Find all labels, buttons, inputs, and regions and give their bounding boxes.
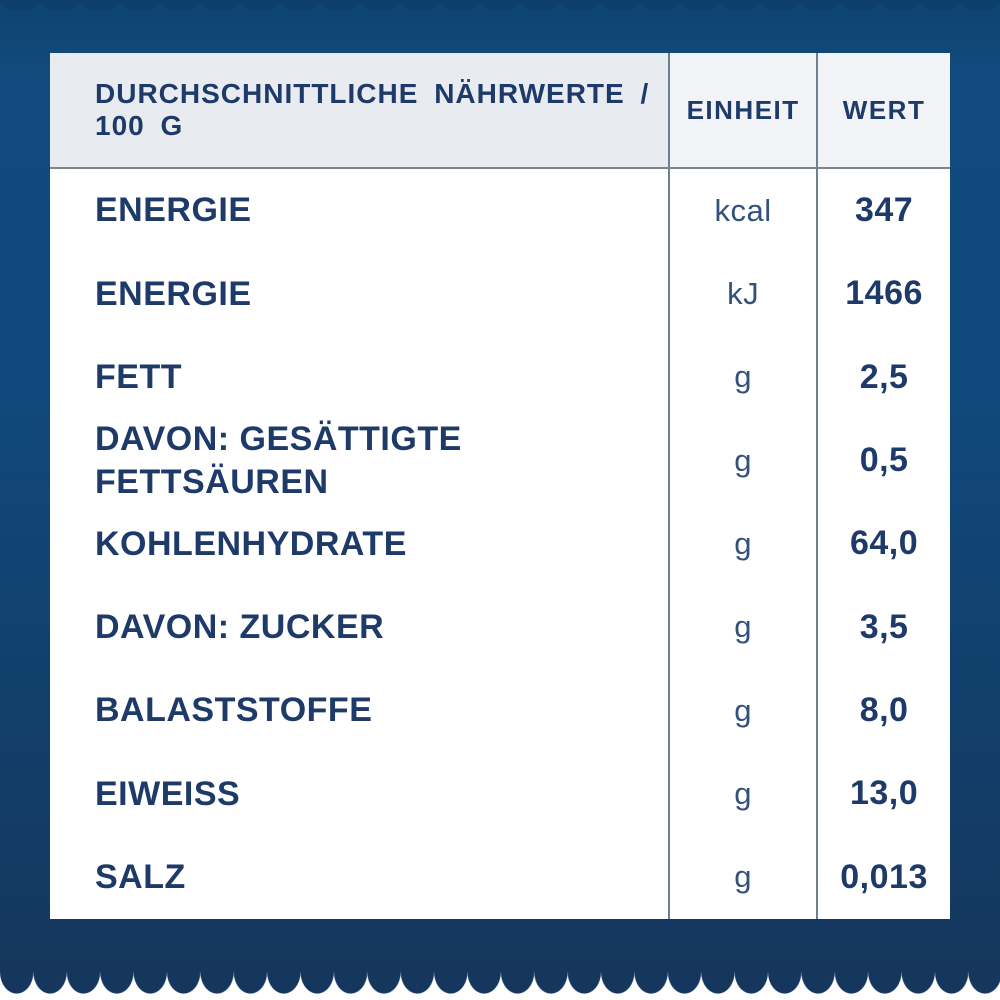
value-cell: 0,013 <box>818 836 950 919</box>
table-row: ENERGIE kJ 1466 <box>50 252 950 336</box>
unit-cell: kcal <box>670 169 819 253</box>
nutrient-cell: KOHLENHYDRATE <box>50 502 671 586</box>
nutrient-cell: FETT <box>50 335 671 419</box>
unit-cell: g <box>670 752 819 836</box>
table-row: BALASTSTOFFE g 8,0 <box>50 668 950 753</box>
nutrient-cell: EIWEISS <box>50 752 671 836</box>
nutrient-cell: ENERGIE <box>50 169 671 253</box>
amount-value: 0,5 <box>859 441 909 480</box>
value-cell: 347 <box>818 169 950 252</box>
nutrient-name: BALASTSTOFFE <box>95 691 373 730</box>
value-cell: 0,5 <box>818 419 950 502</box>
table-row: KOHLENHYDRATE g 64,0 <box>50 502 950 586</box>
amount-value: 13,0 <box>849 774 919 813</box>
table-row: EIWEISS g 13,0 <box>50 752 950 836</box>
unit-cell: kJ <box>670 252 819 336</box>
header-label-value: WERT <box>842 94 926 125</box>
amount-value: 2,5 <box>859 357 909 396</box>
unit-value: kcal <box>714 192 772 228</box>
unit-value: g <box>734 525 752 561</box>
nutrient-name: DAVON: ZUCKER <box>95 608 385 647</box>
value-cell: 1466 <box>818 252 950 335</box>
amount-value: 8,0 <box>859 691 909 730</box>
nutrient-name: SALZ <box>95 858 186 897</box>
unit-value: g <box>734 359 752 395</box>
unit-cell: g <box>670 585 819 669</box>
nutrient-name: ENERGIE <box>95 274 252 313</box>
header-label-nutrients: DURCHSCHNITTLICHE NÄHRWERTE / 100 G <box>95 78 650 141</box>
nutrition-table: DURCHSCHNITTLICHE NÄHRWERTE / 100 G EINH… <box>50 53 950 919</box>
value-cell: 3,5 <box>818 586 950 669</box>
header-cell-unit: EINHEIT <box>670 53 819 167</box>
header-label-unit: EINHEIT <box>686 94 800 125</box>
nutrient-name: DAVON: GESÄTTIGTE FETTSÄUREN <box>95 420 462 501</box>
header-cell-value: WERT <box>818 53 950 167</box>
amount-value: 1466 <box>845 274 923 313</box>
unit-value: g <box>734 442 752 478</box>
table-row: ENERGIE kcal 347 <box>50 169 950 253</box>
nutrient-name: ENERGIE <box>95 191 252 230</box>
value-cell: 2,5 <box>818 336 950 419</box>
amount-value: 64,0 <box>849 524 919 563</box>
table-row: SALZ g 0,013 <box>50 835 950 919</box>
unit-value: g <box>734 859 752 895</box>
scalloped-edge-top <box>0 0 1000 12</box>
table-row: FETT g 2,5 <box>50 335 950 419</box>
value-cell: 13,0 <box>818 752 950 835</box>
unit-cell: g <box>670 335 819 419</box>
unit-value: g <box>734 609 752 645</box>
scalloped-edge-bottom <box>0 972 1000 994</box>
unit-value: g <box>734 775 752 811</box>
unit-value: g <box>734 692 752 728</box>
nutrient-name: KOHLENHYDRATE <box>95 524 407 563</box>
unit-cell: g <box>670 502 819 586</box>
unit-value: kJ <box>727 275 760 311</box>
value-cell: 64,0 <box>818 502 950 585</box>
unit-cell: g <box>670 835 819 919</box>
nutrient-name: FETT <box>95 358 182 397</box>
unit-cell: g <box>670 418 819 503</box>
nutrient-name: EIWEISS <box>95 774 241 813</box>
nutrient-cell: DAVON: GESÄTTIGTE FETTSÄUREN <box>50 418 671 503</box>
nutrient-cell: ENERGIE <box>50 252 671 336</box>
nutrient-cell: SALZ <box>50 835 671 919</box>
nutrient-cell: BALASTSTOFFE <box>50 668 671 753</box>
value-cell: 8,0 <box>818 669 950 752</box>
table-row: DAVON: ZUCKER g 3,5 <box>50 585 950 669</box>
amount-value: 347 <box>854 191 914 230</box>
amount-value: 3,5 <box>859 607 909 646</box>
header-cell-nutrients: DURCHSCHNITTLICHE NÄHRWERTE / 100 G <box>50 53 671 167</box>
amount-value: 0,013 <box>840 857 928 896</box>
table-row: DAVON: GESÄTTIGTE FETTSÄUREN g 0,5 <box>50 418 950 503</box>
table-header-row: DURCHSCHNITTLICHE NÄHRWERTE / 100 G EINH… <box>50 53 950 169</box>
nutrient-cell: DAVON: ZUCKER <box>50 585 671 669</box>
unit-cell: g <box>670 668 819 753</box>
